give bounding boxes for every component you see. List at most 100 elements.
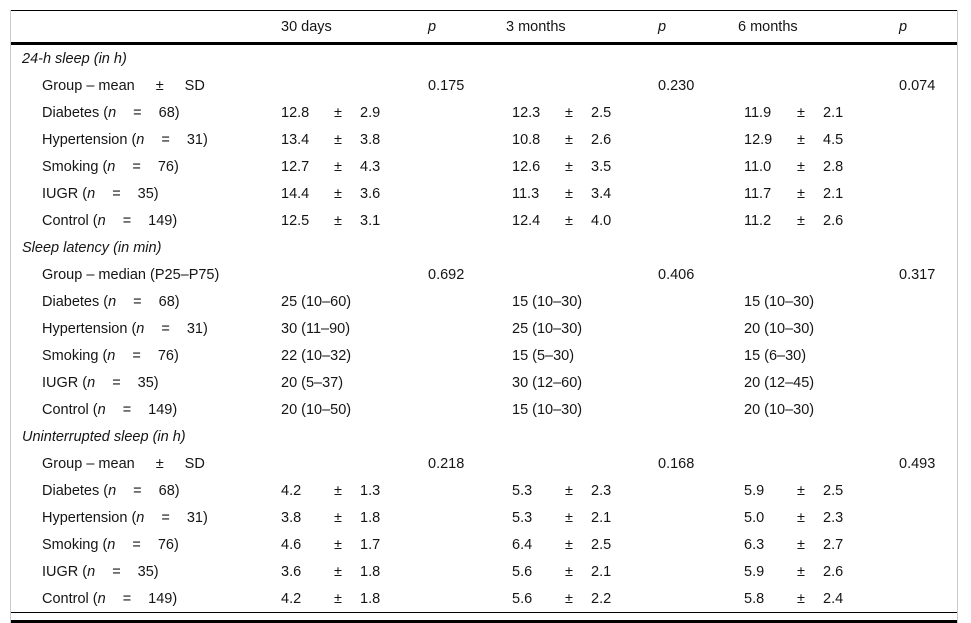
- value-cell: 12.4 ±4.0: [506, 207, 656, 234]
- p-cell-empty: [656, 180, 738, 207]
- n-symbol: n: [136, 509, 145, 526]
- n-symbol: n: [108, 293, 117, 310]
- mean-sd-value: 6.3 ±2.7: [744, 537, 843, 553]
- value-cell: 10.8 ±2.6: [506, 126, 656, 153]
- equals-sign: =: [161, 320, 170, 337]
- mean-sd-value: 5.9 ±2.5: [744, 483, 843, 499]
- group-label: Smoking (n = 76): [11, 153, 281, 180]
- mean-value: 5.3: [512, 482, 533, 499]
- value-cell: 12.8 ±2.9: [281, 99, 426, 126]
- p-cell-empty: [888, 585, 957, 613]
- value-cell: 12.5 ±3.1: [281, 207, 426, 234]
- n-symbol: n: [87, 185, 96, 202]
- group-name: IUGR (: [42, 185, 88, 202]
- group-name: Smoking (: [42, 536, 108, 553]
- group-row: Control (n = 149) 20 (10–50) 15 (10–30) 20 (1…: [11, 396, 957, 423]
- mean-sd-value: 4.6 ±1.7: [281, 537, 380, 553]
- p-cell-empty: [888, 126, 957, 153]
- p-cell-empty: [426, 585, 506, 613]
- equals-sign: =: [112, 374, 121, 391]
- header-p-3-months: p: [656, 10, 738, 45]
- p-cell-empty: [888, 369, 957, 396]
- group-label: Control (n = 149): [11, 207, 281, 234]
- plus-minus-sign: ±: [797, 158, 805, 175]
- equals-sign: =: [133, 104, 142, 121]
- stat-row: Group – median (P25–P75) 0.692 0.406 0.317: [11, 261, 957, 288]
- sd-value: 2.5: [591, 536, 612, 553]
- p-cell-empty: [888, 180, 957, 207]
- plus-minus-sign: ±: [565, 158, 573, 175]
- n-symbol: n: [97, 401, 106, 418]
- group-name: Hypertension (: [42, 131, 137, 148]
- plus-minus-sign: ±: [797, 590, 805, 607]
- mean-value: 14.4: [281, 185, 310, 202]
- sd-value: 4.0: [591, 212, 612, 229]
- mean-value: 6.4: [512, 536, 533, 553]
- group-count: 68): [158, 482, 180, 499]
- median-range-value: 30 (12–60): [512, 374, 583, 391]
- plus-minus-sign: ±: [797, 212, 805, 229]
- group-count: 149): [148, 212, 178, 229]
- mean-sd-value: 12.3 ±2.5: [512, 105, 611, 121]
- plus-minus-sign: ±: [334, 482, 342, 499]
- value-cell: 5.9 ±2.6: [738, 558, 888, 585]
- group-count: 68): [158, 293, 180, 310]
- group-label: IUGR (n = 35): [11, 558, 281, 585]
- median-range-value: 25 (10–60): [281, 293, 352, 310]
- value-cell-empty: [738, 261, 888, 288]
- plus-minus-sign: ±: [797, 482, 805, 499]
- group-row: Hypertension (n = 31) 3.8 ±1.8 5.3 ±2.1 5.0 ±2.3: [11, 504, 957, 531]
- stat-label-suffix: SD: [184, 77, 205, 94]
- mean-sd-value: 12.8 ±2.9: [281, 105, 380, 121]
- mean-value: 11.0: [744, 158, 772, 175]
- mean-value: 5.9: [744, 563, 765, 580]
- value-cell-empty: [738, 72, 888, 99]
- plus-minus-sign: ±: [334, 104, 342, 121]
- n-symbol: n: [108, 104, 117, 121]
- mean-sd-value: 3.8 ±1.8: [281, 510, 380, 526]
- p-cell-empty: [426, 477, 506, 504]
- mean-sd-value: 12.5 ±3.1: [281, 213, 380, 229]
- stat-label-text: Group – mean: [42, 77, 135, 94]
- group-label: IUGR (n = 35): [11, 180, 281, 207]
- mean-sd-value: 11.3 ±3.4: [512, 186, 611, 202]
- median-range-value: 20 (5–37): [281, 374, 344, 391]
- mean-sd-value: 6.4 ±2.5: [512, 537, 611, 553]
- mean-value: 11.2: [744, 212, 772, 229]
- mean-value: 12.8: [281, 104, 310, 121]
- equals-sign: =: [133, 293, 142, 310]
- group-label: Hypertension (n = 31): [11, 126, 281, 153]
- plus-minus-sign: ±: [565, 536, 573, 553]
- mean-value: 12.6: [512, 158, 541, 175]
- value-cell: 12.9 ±4.5: [738, 126, 888, 153]
- p-cell-empty: [888, 315, 957, 342]
- mean-sd-value: 4.2 ±1.8: [281, 591, 380, 607]
- group-count: 31): [186, 320, 208, 337]
- plus-minus-sign: ±: [565, 509, 573, 526]
- group-name: Smoking (: [42, 347, 108, 364]
- mean-sd-value: 13.4 ±3.8: [281, 132, 380, 148]
- table-body: 24-h sleep (in h) Group – mean ± SD 0.175 0.2…: [11, 44, 957, 613]
- group-count: 68): [158, 104, 180, 121]
- section-title: 24-h sleep (in h): [22, 50, 127, 67]
- group-row: IUGR (n = 35) 20 (5–37) 30 (12–60) 20 (12–45): [11, 369, 957, 396]
- value-cell-empty: [281, 72, 426, 99]
- group-label: Diabetes (n = 68): [11, 477, 281, 504]
- median-range-value: 15 (10–30): [512, 293, 583, 310]
- value-cell: 5.8 ±2.4: [738, 585, 888, 613]
- sd-value: 4.5: [823, 131, 844, 148]
- mean-value: 5.3: [512, 509, 533, 526]
- p-cell-empty: [888, 558, 957, 585]
- p-value: 0.175: [428, 77, 465, 94]
- header-6-months: 6 months: [738, 10, 888, 45]
- group-label: Hypertension (n = 31): [11, 315, 281, 342]
- p-value: 0.317: [899, 266, 936, 283]
- value-cell: 11.7 ±2.1: [738, 180, 888, 207]
- group-label: Control (n = 149): [11, 396, 281, 423]
- mean-value: 11.9: [744, 104, 772, 121]
- group-count: 76): [157, 536, 179, 553]
- mean-sd-value: 11.0 ±2.8: [744, 159, 843, 175]
- p-cell-empty: [656, 558, 738, 585]
- group-row: Diabetes (n = 68) 12.8 ±2.9 12.3 ±2.5 11.9 ±2.1: [11, 99, 957, 126]
- section-row: 24-h sleep (in h): [11, 44, 957, 73]
